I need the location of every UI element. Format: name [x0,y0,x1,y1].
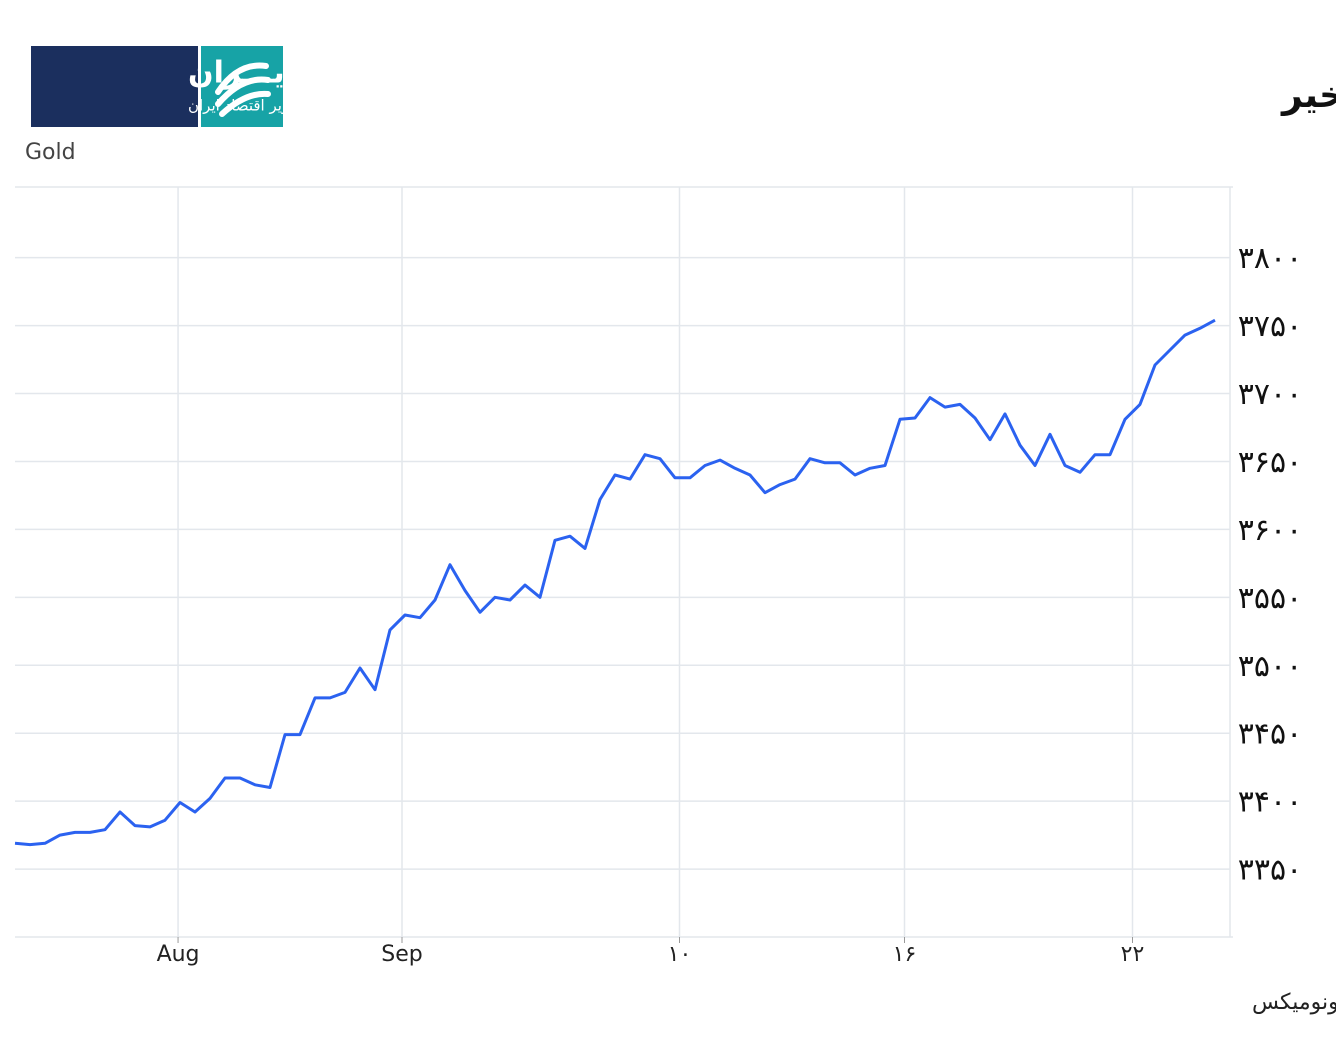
series-label: Gold [25,140,76,165]
y-tick-label: ۳۵۰۰ [1238,649,1302,684]
logo-box [31,46,198,127]
logo-icon [215,62,271,117]
x-tick-label: ۱۶ [893,942,917,967]
y-tick-label: ۳۶۵۰ [1238,445,1302,480]
y-tick-label: ۳۶۰۰ [1238,513,1302,548]
y-tick-label: ۳۴۰۰ [1238,785,1302,820]
x-tick-label: Aug [157,942,200,967]
x-tick-label: ۲۲ [1121,942,1145,967]
x-tick-label: Sep [381,942,422,967]
series-line [14,318,1216,847]
y-tick-label: ۳۷۰۰ [1238,377,1302,412]
y-tick-label: ۳۷۵۰ [1238,309,1302,344]
x-tick-label: ۱۰ [668,942,692,967]
source: منبع: تریدینگ اکونومیکس [1252,989,1336,1015]
chart-title: روند طلای جهانی در یک ماه اخیر [1280,75,1336,116]
y-tick-label: ۳۸۰۰ [1238,241,1302,276]
y-tick-label: ۳۳۵۰ [1238,853,1302,888]
logo: اکوایـــران تصویر اقتصاد ایران [31,46,341,127]
y-tick-label: ۳۵۵۰ [1238,581,1302,616]
logo-tagline: تصویر اقتصاد ایران [188,97,307,115]
logo-name: اکوایـــران [188,56,341,91]
y-tick-label: ۳۴۵۰ [1238,717,1302,752]
